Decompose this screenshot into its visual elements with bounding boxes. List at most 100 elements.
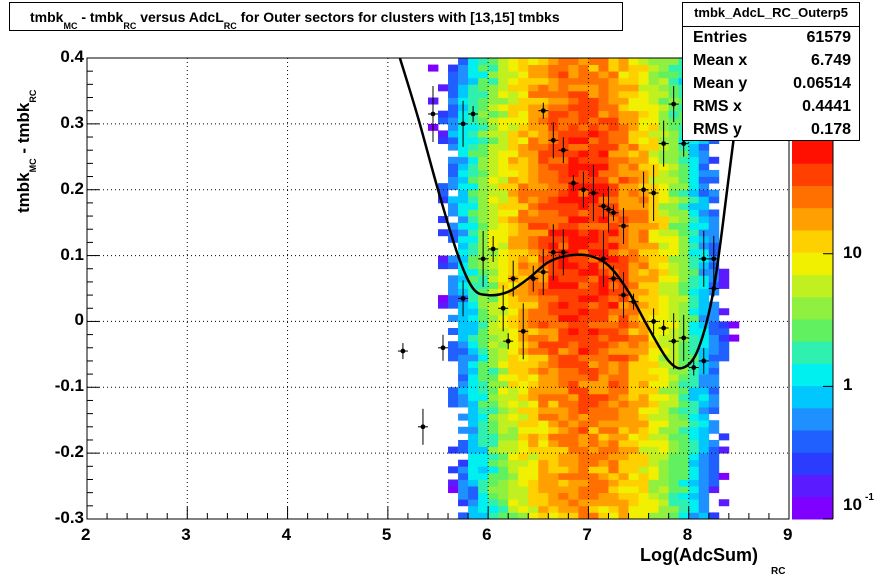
heatmap-cell (648, 393, 660, 401)
heatmap-cell (548, 505, 559, 513)
heatmap-cell (558, 308, 569, 316)
heatmap-cell (458, 413, 469, 421)
heatmap-cell (658, 446, 670, 454)
heatmap-cell (528, 235, 539, 243)
heatmap-cell (678, 202, 690, 210)
heatmap-cell (478, 176, 489, 184)
heatmap-cell (638, 163, 649, 171)
heatmap-cell (548, 341, 559, 349)
heatmap-cell (588, 387, 599, 395)
heatmap-cell (578, 130, 589, 138)
heatmap-cell (568, 242, 579, 250)
heatmap-cell (678, 479, 690, 487)
heatmap-cell (528, 374, 539, 382)
heatmap-cell (468, 459, 479, 467)
heatmap-cell (468, 295, 479, 303)
heatmap-cell (568, 354, 579, 362)
heatmap-cells (427, 58, 740, 520)
heatmap-cell (528, 137, 539, 145)
stat-row: RMS y 0.178 (693, 121, 851, 144)
heatmap-cell (548, 472, 559, 480)
heatmap-cell (638, 328, 649, 335)
y-tick-label: -0.3 (54, 508, 84, 527)
heatmap-cell (508, 466, 519, 474)
heatmap-cell (558, 288, 569, 296)
heatmap-cell (558, 196, 569, 204)
heatmap-cell (448, 466, 459, 474)
heatmap-cell (508, 512, 519, 520)
heatmap-cell (498, 262, 509, 270)
heatmap-cell (558, 275, 569, 283)
heatmap-cell (648, 387, 660, 395)
heatmap-cell (468, 209, 479, 217)
heatmap-cell (698, 387, 710, 395)
heatmap-cell (578, 459, 589, 467)
heatmap-cell (498, 367, 509, 375)
x-tick-label: 2 (81, 525, 91, 544)
heatmap-cell (658, 104, 670, 112)
heatmap-cell (678, 439, 690, 447)
heatmap-cell (458, 176, 469, 184)
heatmap-cell (678, 275, 690, 283)
heatmap-cell (658, 84, 670, 92)
heatmap-cell (548, 400, 559, 408)
heatmap-cell (518, 295, 529, 303)
heatmap-cell (458, 64, 469, 72)
heatmap-cell (488, 433, 499, 441)
heatmap-cell (678, 505, 690, 513)
heatmap-cell (598, 64, 609, 72)
palette-swatch (792, 496, 833, 520)
heatmap-cell (648, 492, 660, 500)
heatmap-cell (518, 420, 529, 428)
heatmap-cell (688, 248, 700, 256)
heatmap-cell (478, 202, 489, 210)
heatmap-cell (608, 380, 619, 388)
heatmap-cell (468, 216, 479, 224)
heatmap-cell (708, 156, 720, 164)
heatmap-cell (658, 97, 670, 105)
heatmap-cell (668, 268, 680, 276)
heatmap-cell (518, 492, 529, 500)
heatmap-cell (448, 130, 459, 138)
heatmap-cell (498, 328, 509, 335)
heatmap-cell (618, 354, 629, 362)
heatmap-cell (518, 235, 529, 243)
heatmap-cell (658, 400, 670, 408)
heatmap-cell (638, 248, 649, 256)
heatmap-cell (578, 110, 589, 118)
heatmap-cell (638, 308, 649, 316)
heatmap-cell (658, 288, 670, 296)
heatmap-cell (468, 466, 479, 474)
heatmap-cell (598, 163, 609, 171)
heatmap-cell (548, 374, 559, 382)
heatmap-cell (528, 420, 539, 428)
stats-name: tmbk_AdcL_RC_Outerp5 (694, 5, 848, 20)
heatmap-cell (628, 242, 639, 250)
heatmap-cell (708, 321, 720, 329)
heatmap-cell (648, 275, 660, 283)
heatmap-cell (658, 407, 670, 415)
heatmap-cell (698, 420, 710, 428)
heatmap-cell (438, 262, 449, 270)
heatmap-cell (638, 499, 649, 507)
heatmap-cell (458, 202, 469, 210)
heatmap-cell (678, 446, 690, 454)
heatmap-cell (578, 393, 589, 401)
heatmap-cell (538, 222, 549, 230)
heatmap-cell (538, 64, 549, 72)
heatmap-cell (608, 150, 619, 158)
heatmap-cell (568, 328, 579, 335)
heatmap-cell (468, 367, 479, 375)
heatmap-cell (498, 354, 509, 362)
heatmap-cell (698, 499, 710, 507)
heatmap-cell (508, 222, 519, 230)
heatmap-cell (628, 189, 639, 197)
heatmap-cell (538, 380, 549, 388)
heatmap-cell (548, 202, 559, 210)
heatmap-cell (518, 439, 529, 447)
heatmap-cell (498, 183, 509, 191)
heatmap-cell (618, 156, 629, 164)
heatmap-cell (578, 407, 589, 415)
heatmap-cell (668, 196, 680, 204)
stat-value: 0.06514 (793, 75, 851, 92)
